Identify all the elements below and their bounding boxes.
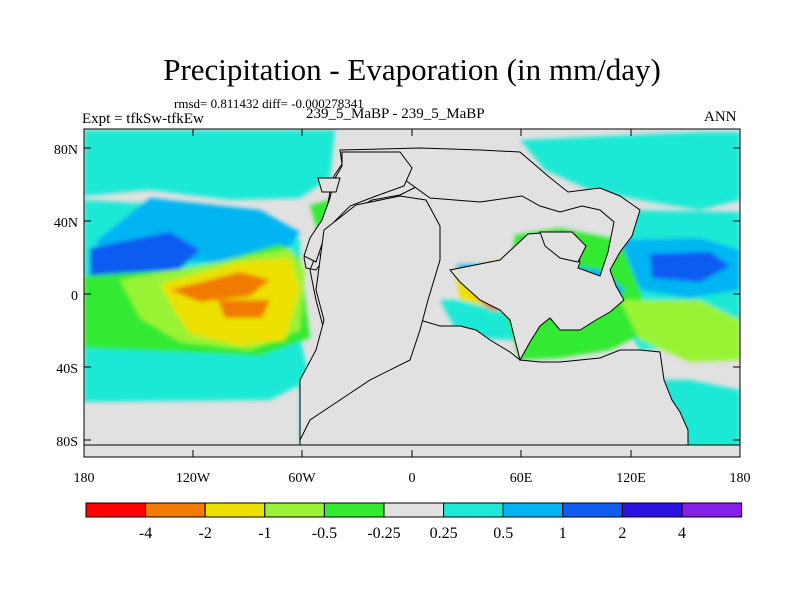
colorbar-label: -2 bbox=[199, 525, 212, 542]
colorbar-swatch bbox=[323, 502, 385, 518]
y-tick-label: 40N bbox=[54, 216, 78, 231]
x-tick-label: 180 bbox=[730, 471, 751, 486]
x-tick-label: 60E bbox=[510, 471, 533, 486]
colorbar-swatch bbox=[85, 502, 147, 518]
colorbar-label: -0.5 bbox=[312, 525, 337, 542]
colorbar-label: -0.25 bbox=[367, 525, 400, 542]
colorbar-label: 2 bbox=[618, 525, 626, 542]
x-tick-label: 120E bbox=[616, 471, 646, 486]
colorbar-label: 4 bbox=[678, 525, 686, 542]
colorbar-label: -4 bbox=[139, 525, 152, 542]
colorbar-swatch bbox=[264, 502, 325, 518]
colorbar-label: 0.5 bbox=[493, 525, 513, 542]
colorbar-swatch bbox=[204, 502, 266, 518]
land-east-block bbox=[539, 231, 587, 263]
y-tick-label: 80S bbox=[56, 435, 78, 450]
colorbar-swatch bbox=[502, 502, 564, 518]
colorbar-label: -1 bbox=[258, 525, 271, 542]
y-tick-label: 0 bbox=[71, 289, 78, 304]
x-tick-label: 0 bbox=[409, 471, 416, 486]
y-tick-label: 40S bbox=[56, 362, 78, 377]
season-label: ANN bbox=[704, 109, 737, 125]
contour-cyan bbox=[520, 132, 740, 210]
x-tick-label: 60W bbox=[288, 471, 316, 486]
land-south-america bbox=[299, 195, 441, 455]
contour-blue bbox=[90, 232, 200, 282]
colorbar-swatch bbox=[621, 502, 683, 518]
contour-lightgreen bbox=[620, 300, 740, 362]
axis-ticks bbox=[83, 129, 741, 457]
colorbar-swatch bbox=[443, 502, 504, 518]
colorbar bbox=[85, 502, 743, 518]
stats-text: rmsd= 0.811432 diff= -0.000278341 bbox=[174, 96, 364, 111]
land-africa-eurasia bbox=[339, 147, 641, 362]
colorbar-swatch bbox=[681, 502, 743, 518]
contour-orange bbox=[170, 272, 270, 302]
experiment-label: Expt = tfkSw-tfkEw bbox=[82, 111, 204, 127]
contour-blue bbox=[650, 252, 730, 282]
contour-cyan bbox=[84, 130, 335, 200]
colorbar-swatch bbox=[562, 502, 623, 518]
plot-title: Precipitation - Evaporation (in mm/day) bbox=[163, 52, 661, 87]
y-tick-label: 80N bbox=[54, 143, 78, 158]
colorbar-labels: -4 -2 -1 -0.5 -0.25 0.25 0.5 1 2 4 bbox=[139, 525, 686, 542]
colorbar-label: 0.25 bbox=[430, 525, 458, 542]
x-tick-label: 120W bbox=[176, 471, 211, 486]
colorbar-label: 1 bbox=[559, 525, 567, 542]
case-label: 239_5_MaBP - 239_5_MaBP bbox=[306, 106, 485, 122]
contour-orange bbox=[218, 300, 270, 318]
colorbar-swatch bbox=[383, 502, 445, 518]
colorbar-swatch bbox=[145, 502, 206, 518]
land-greenland-patch bbox=[317, 177, 341, 193]
x-tick-label: 180 bbox=[74, 471, 95, 486]
contour-field bbox=[84, 129, 740, 457]
